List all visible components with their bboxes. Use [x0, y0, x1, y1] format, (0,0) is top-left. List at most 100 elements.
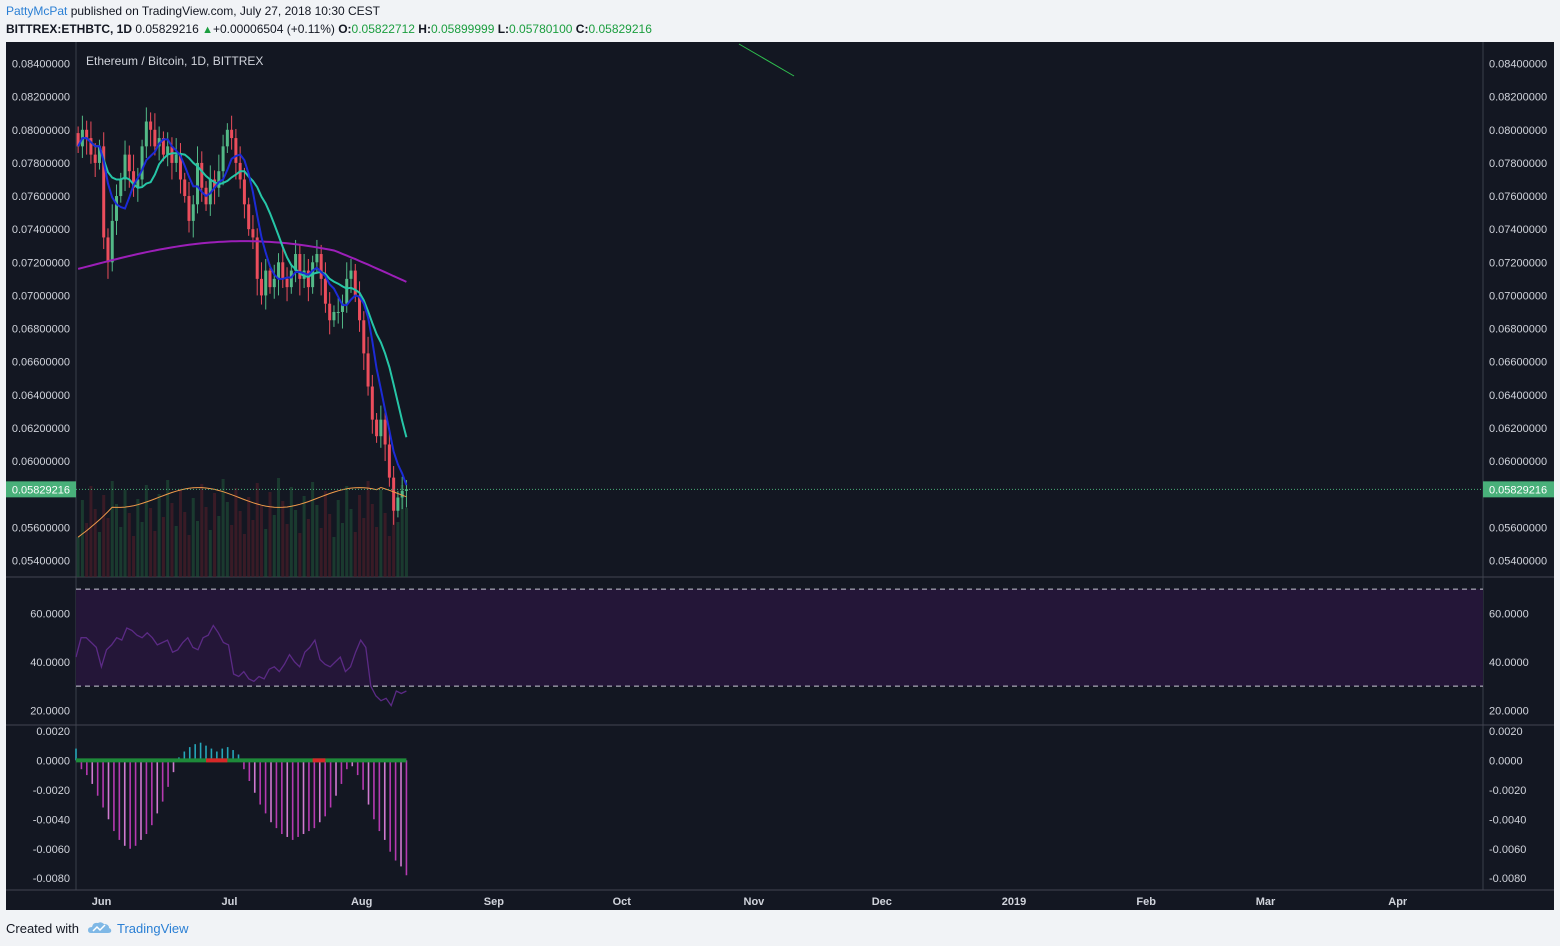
- tradingview-link[interactable]: TradingView: [116, 920, 189, 936]
- price-tick-label-left: 0.08200000: [12, 92, 70, 104]
- candle-body: [234, 138, 238, 163]
- macd-histogram-bar: [291, 760, 294, 840]
- volume-bar: [191, 498, 195, 577]
- macd-histogram-bar: [199, 742, 202, 761]
- volume-bar: [157, 494, 161, 577]
- macd-pane[interactable]: 0.0020 0.0020 0.0000 0.0000 -0.0020 -0.0020 -0…: [33, 726, 1527, 885]
- volume-bar: [379, 490, 383, 577]
- time-tick-label: Sep: [484, 896, 504, 908]
- macd-histogram-bar: [383, 760, 386, 840]
- candle-body: [76, 133, 80, 147]
- macd-histogram-bar: [264, 760, 267, 814]
- rsi-pane[interactable]: 60.0000 60.0000 40.0000 40.0000 20.0000 20.00…: [30, 588, 1529, 717]
- price-tick-label-right: 0.07800000: [1489, 158, 1547, 170]
- volume-bar: [242, 534, 246, 577]
- volume-bar: [174, 526, 178, 577]
- vwma-line: [77, 486, 407, 538]
- candle-body: [362, 320, 366, 354]
- macd-histogram-bar: [275, 760, 278, 829]
- candle-body: [242, 179, 246, 205]
- volume-bar: [200, 484, 204, 577]
- volume-bar: [85, 523, 89, 577]
- candle-body: [213, 179, 217, 188]
- candle-body: [383, 419, 387, 445]
- price-tick-label-left: 0.08000000: [12, 125, 70, 137]
- macd-tick-label-right: 0.0000: [1489, 755, 1523, 767]
- volume-bar: [285, 524, 289, 577]
- candle-body: [251, 229, 255, 238]
- macd-tick-label-right: -0.0020: [1489, 785, 1526, 797]
- time-tick-label: Jul: [222, 896, 238, 908]
- time-tick-label: Jun: [92, 896, 112, 908]
- volume-bar: [268, 492, 272, 577]
- rsi-tick-label-right: 60.0000: [1489, 608, 1529, 620]
- chart-svg[interactable]: 0.08400000 0.08400000 0.08200000 0.08200000…: [6, 42, 1554, 910]
- rsi-tick-label-left: 60.0000: [30, 608, 70, 620]
- volume-bar: [234, 488, 238, 577]
- time-tick-label: Dec: [872, 896, 892, 908]
- volume-bar: [153, 531, 157, 577]
- chart-container[interactable]: 0.08400000 0.08400000 0.08200000 0.08200000…: [6, 42, 1554, 910]
- candle-body: [110, 220, 114, 263]
- footer: Created with TradingView: [6, 920, 189, 936]
- volume-bar: [336, 500, 340, 577]
- macd-histogram-bar: [335, 760, 337, 796]
- volume-bar: [196, 521, 200, 577]
- candle-body: [264, 270, 268, 296]
- macd-histogram-bar: [232, 750, 234, 761]
- author-link[interactable]: PattyMcPat: [6, 4, 68, 18]
- candle-body: [328, 303, 332, 321]
- candle-body: [93, 154, 97, 163]
- candle-body: [132, 171, 136, 188]
- macd-histogram-bar: [140, 760, 142, 840]
- volume-bar: [208, 530, 212, 577]
- volume-bar: [277, 478, 281, 577]
- price-tick-label-left: 0.07200000: [12, 257, 70, 269]
- volume-bar: [251, 520, 255, 577]
- macd-histogram-bar: [329, 760, 332, 808]
- candle-body: [396, 497, 400, 511]
- macd-histogram-bar: [378, 760, 381, 832]
- macd-tick-label-left: 0.0020: [36, 726, 70, 738]
- price-tick-label-right: 0.08000000: [1489, 125, 1547, 137]
- volume-bar: [170, 503, 174, 577]
- volume-bar: [353, 532, 357, 577]
- candle-body: [149, 121, 153, 130]
- macd-histogram-bar: [259, 760, 261, 805]
- price-tick-label-left: 0.06600000: [12, 357, 70, 369]
- last-price-tag-text-right: 0.05829216: [1489, 484, 1547, 496]
- volume-bar: [217, 516, 221, 577]
- macd-histogram-bar: [96, 760, 99, 796]
- price-tick-label-right: 0.07400000: [1489, 224, 1547, 236]
- volume-bar: [375, 527, 379, 577]
- volume-bar: [332, 537, 336, 577]
- candle-body: [144, 121, 148, 147]
- macd-histogram-bar: [394, 760, 397, 861]
- volume-bar: [340, 523, 344, 577]
- candle-body: [298, 254, 302, 279]
- volume-bar: [80, 500, 84, 577]
- price-pane[interactable]: 0.08400000 0.08400000 0.08200000 0.08200000…: [6, 42, 1554, 891]
- price-tick-label-right: 0.07200000: [1489, 257, 1547, 269]
- candle-body: [323, 278, 327, 304]
- candle-body: [127, 154, 131, 172]
- macd-histogram-bar: [270, 760, 272, 823]
- volume-bar: [366, 481, 370, 577]
- candle-body: [191, 204, 195, 221]
- price-tick-label-left: 0.08400000: [12, 59, 70, 71]
- macd-histogram-bar: [400, 760, 402, 867]
- volume-bar: [204, 507, 208, 577]
- time-axis[interactable]: Jun Jul Aug Sep Oct Nov Dec 2019 Feb Mar Apr: [92, 896, 1408, 908]
- volume-bar: [187, 535, 191, 577]
- candle-body: [259, 278, 263, 296]
- macd-histogram-bar: [308, 760, 310, 832]
- time-tick-label: Apr: [1388, 896, 1408, 908]
- candle-body: [349, 270, 353, 279]
- candle-body: [272, 278, 276, 288]
- volume-bar: [76, 537, 80, 577]
- macd-histogram-bar: [248, 760, 251, 781]
- macd-histogram-bar: [302, 760, 305, 835]
- volume-bar: [247, 497, 251, 577]
- candle-body: [178, 154, 182, 180]
- volume-bar: [178, 489, 182, 577]
